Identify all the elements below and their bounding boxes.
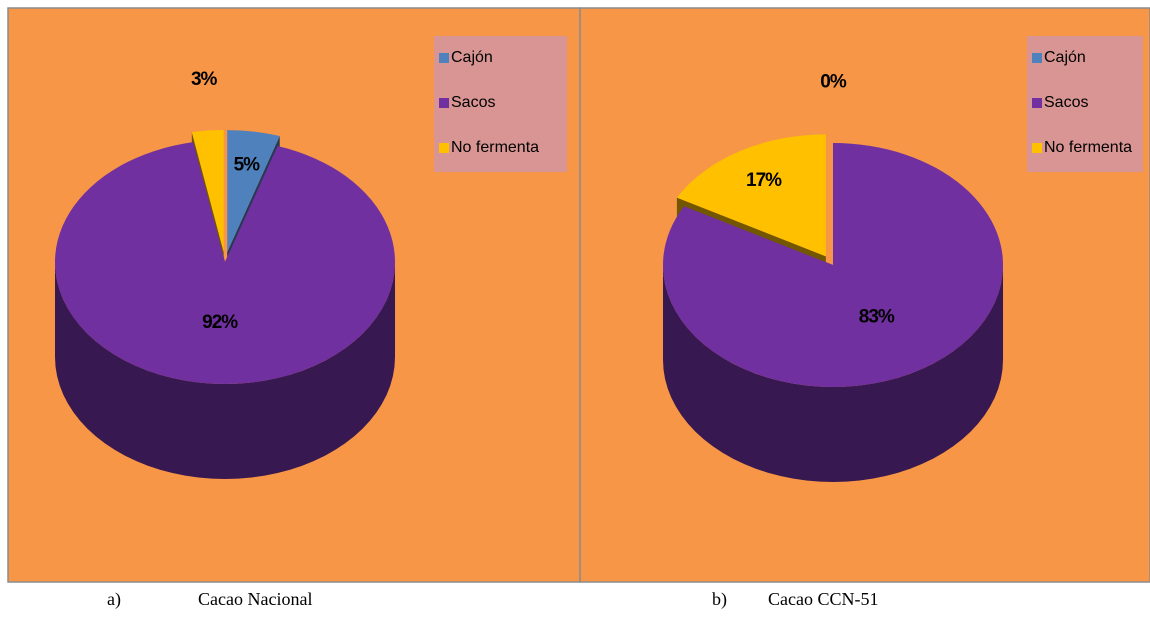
slice	[676, 134, 826, 257]
legend-swatch	[439, 53, 449, 63]
legend-label: No fermenta	[1044, 139, 1132, 156]
slice	[227, 130, 280, 253]
legend-swatch	[1032, 98, 1042, 108]
legend-label: Cajón	[451, 49, 493, 66]
data-label: 3%	[191, 69, 218, 90]
slice-side	[55, 262, 395, 479]
data-label: 83%	[859, 307, 895, 328]
slice	[663, 143, 1003, 388]
data-label: 0%	[820, 71, 847, 92]
legend-label: Cajón	[1044, 49, 1086, 66]
slice	[55, 142, 395, 384]
caption: Cacao Nacional	[198, 589, 312, 609]
data-label: 17%	[746, 170, 782, 191]
legend-swatch	[1032, 143, 1042, 153]
legend-label: No fermenta	[451, 139, 539, 156]
legend-swatch	[1032, 53, 1042, 63]
data-label: 5%	[234, 154, 261, 175]
legend-label: Sacos	[451, 94, 495, 111]
caption: Cacao CCN-51	[768, 589, 878, 609]
caption-label: b)	[712, 589, 727, 610]
data-label: 92%	[202, 312, 238, 333]
legend-label: Sacos	[1044, 94, 1088, 111]
slice	[191, 129, 224, 252]
legend-swatch	[439, 143, 449, 153]
caption-label: a)	[107, 589, 121, 610]
legend	[1027, 36, 1143, 172]
slice-side	[663, 265, 1003, 482]
legend	[434, 36, 567, 172]
legend-swatch	[439, 98, 449, 108]
